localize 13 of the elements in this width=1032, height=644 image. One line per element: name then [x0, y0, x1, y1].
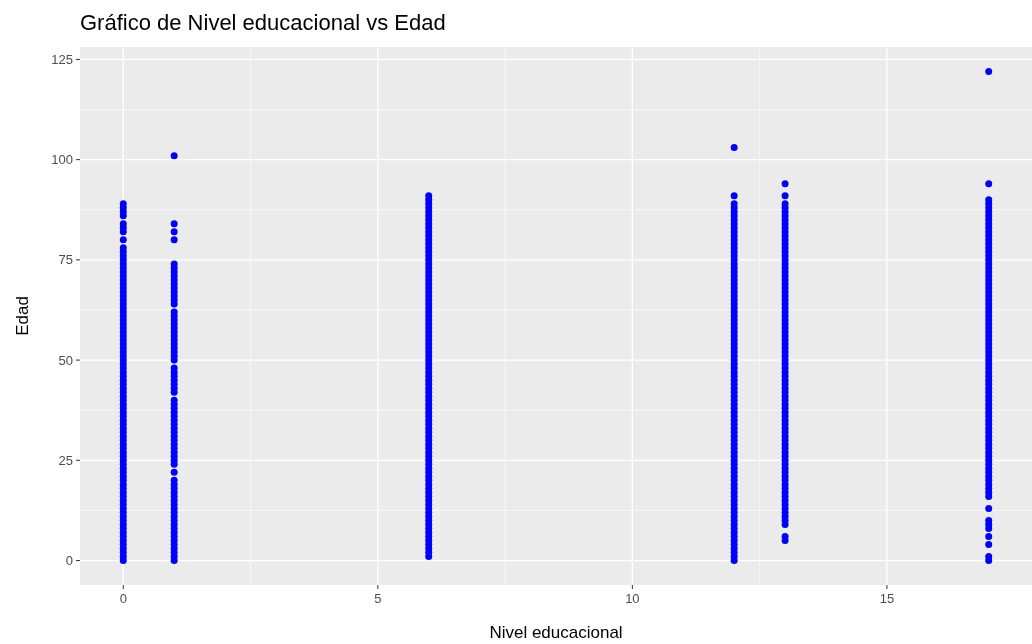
x-tick-label: 10: [625, 591, 640, 606]
x-tick-label: 5: [374, 591, 382, 606]
x-tick-label: 15: [879, 591, 895, 606]
y-tick-label: 100: [51, 152, 73, 168]
y-axis-title: Edad: [13, 296, 32, 336]
x-axis-title: Nivel educacional: [489, 623, 623, 642]
y-tick-label: 50: [58, 352, 73, 368]
y-tick-label: 125: [51, 51, 73, 67]
y-tick-label: 25: [58, 452, 73, 468]
x-tick-label: 0: [119, 591, 127, 606]
y-tick-label: 0: [65, 553, 73, 569]
chart-title: Gráfico de Nivel educacional vs Edad: [80, 10, 446, 35]
y-tick-label: 75: [58, 252, 73, 268]
